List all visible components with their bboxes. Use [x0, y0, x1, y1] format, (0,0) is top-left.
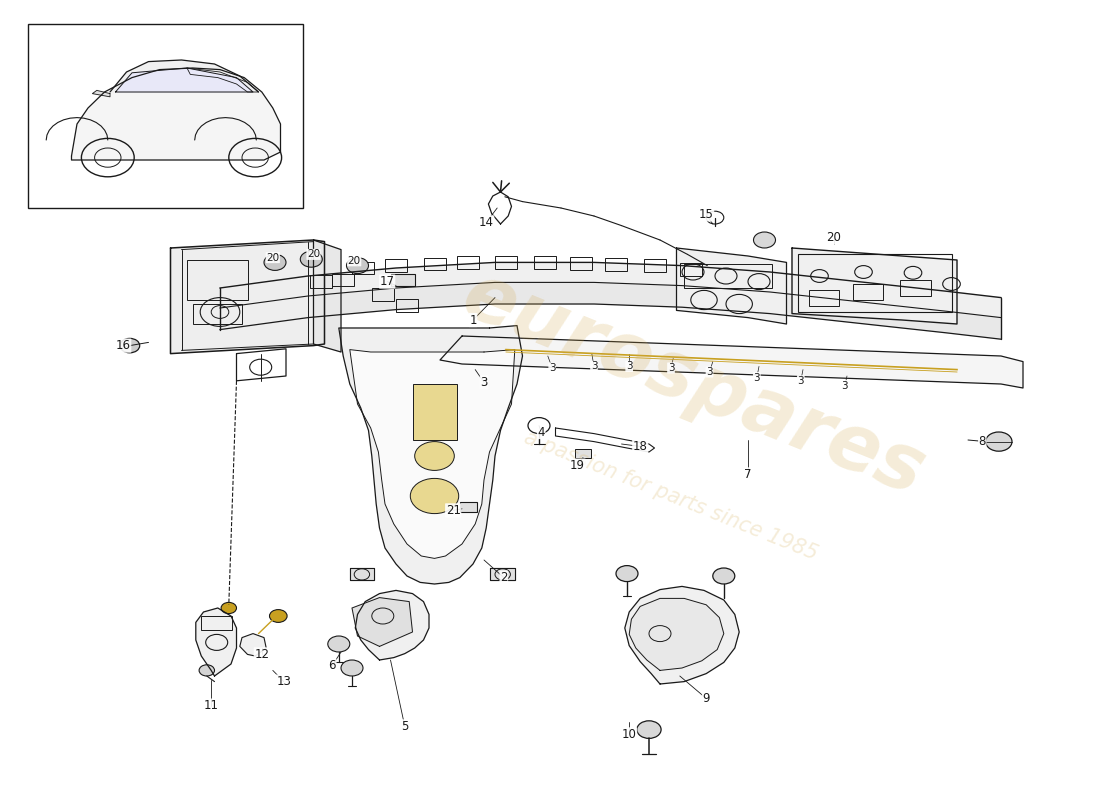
- Circle shape: [986, 432, 1012, 451]
- Circle shape: [221, 602, 236, 614]
- Text: 10: 10: [621, 728, 637, 741]
- Bar: [460, 502, 477, 512]
- Bar: [456, 256, 478, 269]
- Polygon shape: [490, 568, 515, 580]
- Polygon shape: [116, 68, 253, 92]
- Text: 14: 14: [478, 216, 494, 229]
- Circle shape: [410, 478, 459, 514]
- Text: 2: 2: [500, 571, 507, 584]
- Circle shape: [346, 258, 368, 274]
- Text: 1: 1: [470, 314, 476, 326]
- Bar: [352, 262, 374, 274]
- Bar: [201, 616, 232, 630]
- Bar: [798, 254, 952, 312]
- Polygon shape: [629, 598, 724, 670]
- Circle shape: [637, 721, 661, 738]
- Bar: [534, 256, 556, 269]
- Polygon shape: [355, 590, 429, 660]
- Bar: [644, 259, 666, 272]
- Circle shape: [341, 660, 363, 676]
- Polygon shape: [196, 608, 236, 676]
- Bar: [808, 290, 839, 306]
- Text: 16: 16: [116, 339, 131, 352]
- Text: 20: 20: [307, 250, 320, 259]
- Text: 5: 5: [402, 720, 408, 733]
- Text: 8: 8: [979, 435, 986, 448]
- Polygon shape: [625, 586, 739, 684]
- Bar: [570, 257, 592, 270]
- Text: 3: 3: [754, 373, 760, 382]
- Polygon shape: [352, 598, 412, 646]
- Text: 18: 18: [632, 440, 648, 453]
- Bar: [396, 299, 418, 312]
- Polygon shape: [170, 240, 324, 354]
- Polygon shape: [440, 336, 1023, 388]
- Bar: [385, 259, 407, 272]
- Text: 9: 9: [703, 692, 710, 705]
- Text: 7: 7: [745, 468, 751, 481]
- Bar: [680, 263, 702, 276]
- Bar: [684, 264, 772, 288]
- Text: 20: 20: [266, 253, 279, 262]
- Text: 15: 15: [698, 208, 714, 221]
- Bar: [424, 258, 446, 270]
- Polygon shape: [110, 60, 258, 92]
- Polygon shape: [676, 248, 786, 324]
- Text: 11: 11: [204, 699, 219, 712]
- Text: 3: 3: [798, 376, 804, 386]
- Bar: [372, 288, 394, 301]
- Polygon shape: [350, 350, 515, 558]
- Circle shape: [415, 442, 454, 470]
- Circle shape: [328, 636, 350, 652]
- Bar: [310, 275, 332, 288]
- Text: 4: 4: [538, 426, 544, 438]
- Text: 3: 3: [706, 367, 713, 377]
- Text: 12: 12: [254, 648, 270, 661]
- Polygon shape: [92, 90, 110, 97]
- Text: 13: 13: [276, 675, 292, 688]
- Polygon shape: [72, 68, 280, 160]
- Circle shape: [754, 232, 776, 248]
- Text: 20: 20: [826, 231, 842, 244]
- Text: 19: 19: [570, 459, 585, 472]
- Text: 3: 3: [626, 362, 632, 371]
- Text: 3: 3: [591, 362, 597, 371]
- Polygon shape: [314, 240, 341, 352]
- Bar: [390, 274, 415, 286]
- Polygon shape: [350, 568, 374, 580]
- Text: 3: 3: [842, 381, 848, 390]
- Bar: [575, 449, 591, 458]
- Bar: [495, 256, 517, 269]
- Text: 17: 17: [379, 275, 395, 288]
- Circle shape: [616, 566, 638, 582]
- Circle shape: [713, 568, 735, 584]
- Bar: [192, 304, 242, 324]
- Text: 20: 20: [348, 256, 361, 266]
- Text: a passion for parts since 1985: a passion for parts since 1985: [521, 428, 821, 564]
- Bar: [28, 24, 302, 208]
- Text: 21: 21: [446, 504, 461, 517]
- Circle shape: [270, 610, 287, 622]
- Polygon shape: [220, 262, 1001, 318]
- Bar: [187, 260, 248, 300]
- Bar: [900, 280, 931, 296]
- Text: 6: 6: [329, 659, 336, 672]
- Text: 3: 3: [668, 363, 674, 373]
- Text: 3: 3: [481, 376, 487, 389]
- Text: eurospares: eurospares: [451, 257, 935, 511]
- Bar: [332, 274, 354, 286]
- Circle shape: [264, 254, 286, 270]
- Polygon shape: [220, 282, 1001, 339]
- Circle shape: [199, 665, 214, 676]
- Circle shape: [120, 338, 140, 353]
- Polygon shape: [240, 634, 266, 656]
- Bar: [605, 258, 627, 271]
- Bar: [412, 384, 456, 440]
- Bar: [852, 284, 883, 300]
- Polygon shape: [792, 248, 957, 324]
- Polygon shape: [339, 326, 522, 584]
- Text: 3: 3: [549, 363, 556, 373]
- Circle shape: [300, 251, 322, 267]
